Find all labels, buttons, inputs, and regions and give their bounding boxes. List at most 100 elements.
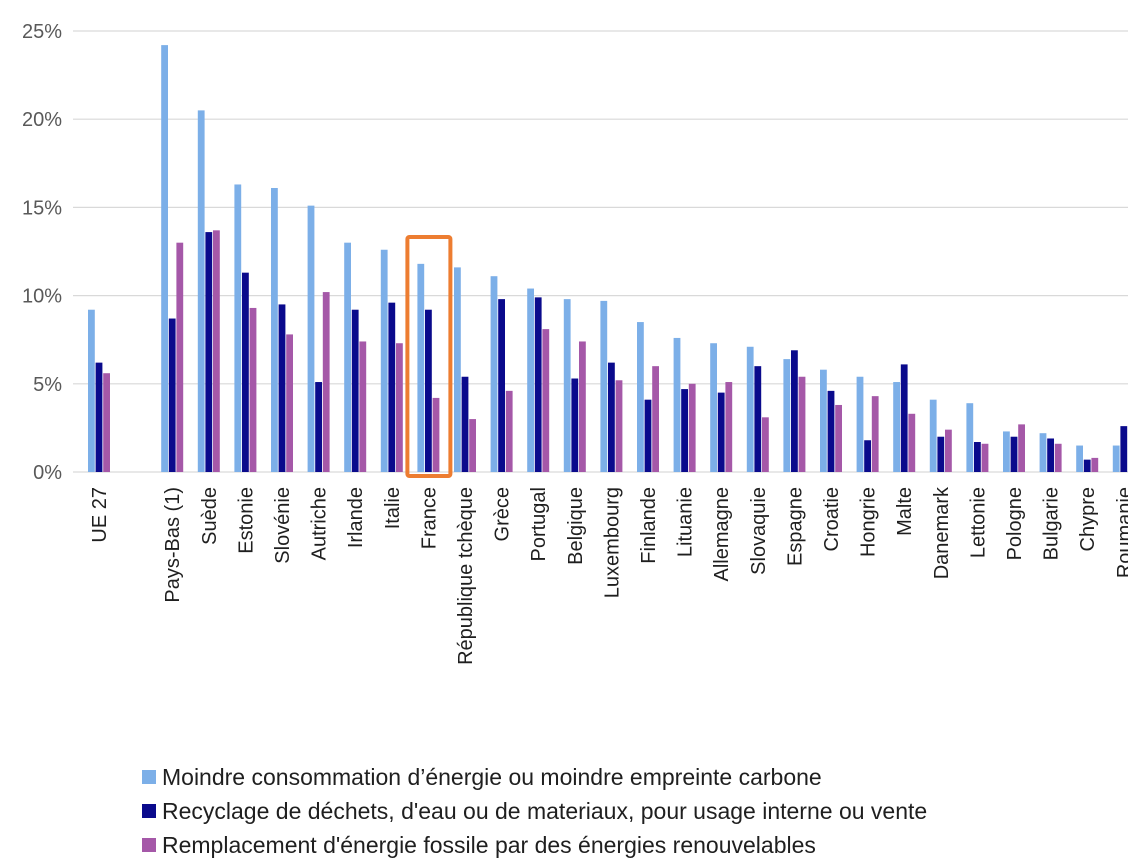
bar [234,184,242,472]
x-tick-label: Lituanie [675,487,697,557]
bar [1047,438,1054,472]
bar [717,392,725,472]
bar [1076,445,1083,472]
x-tick-label: Portugal [528,487,550,562]
bar [893,382,900,472]
bar [307,205,315,473]
bar [820,369,827,472]
bar [1112,445,1120,472]
x-tick-label: Allemagne [711,487,733,582]
bar [673,337,681,472]
bar [527,288,534,472]
legend-item: Moindre consommation d’énergie ou moindr… [142,760,927,794]
bar [95,362,103,472]
y-tick-label: 0% [33,462,62,484]
bar [762,417,769,472]
legend-label: Recyclage de déchets, d'eau ou de materi… [162,797,928,824]
bar [600,300,608,472]
bar [937,436,945,472]
bar [827,390,835,472]
x-tick-label: République tchèque [455,487,477,665]
x-tick-label: Autriche [309,487,331,560]
x-tick-label: Suède [199,487,221,545]
bar [563,299,571,472]
bar [608,362,615,472]
x-tick-label: Estonie [235,487,257,554]
x-tick-label: France [418,487,440,549]
bar [197,110,205,472]
x-tick-label: Malte [894,487,916,536]
x-tick-label: Hongrie [858,487,880,557]
legend-swatch [142,838,156,852]
bar [490,276,498,472]
x-tick-label: Grèce [492,487,514,541]
y-tick-label: 20% [22,109,62,131]
bar [746,346,754,472]
bar [637,322,644,472]
bar [432,397,440,472]
legend-label: Remplacement d'énergie fossile par des é… [162,831,816,858]
bar [615,380,623,472]
gridlines [73,30,1128,473]
france-highlight-box [405,235,453,478]
bar [754,366,762,472]
x-tick-label: Bulgarie [1041,487,1063,560]
bar [725,382,733,472]
bar [783,359,791,472]
legend-item: Remplacement d'énergie fossile par des é… [142,828,927,862]
x-tick-label: Slovénie [272,487,294,564]
legend-item: Recyclage de déchets, d'eau ou de materi… [142,794,927,828]
bar [161,45,168,472]
x-tick-label: Croatie [821,487,843,551]
bar [351,309,359,472]
x-tick-label: Italie [382,487,404,529]
legend-swatch [142,770,156,784]
bar [454,267,461,472]
legend-label: Moindre consommation d’énergie ou moindr… [162,763,822,790]
x-tick-label: Danemark [931,486,953,579]
bar [1039,433,1047,472]
highlight-box [405,235,453,478]
x-tick-label: UE 27 [89,487,111,543]
y-tick-label: 15% [22,197,62,219]
bar [205,232,213,472]
bar [856,376,864,472]
x-tick-label: Irlande [345,487,367,548]
y-axis-ticks: 0% 5% 10% 15% 20% 25% [22,21,62,484]
x-tick-label: Chypre [1077,487,1099,551]
bar [396,343,403,472]
bar [542,329,550,472]
bar [380,249,388,472]
bar [1091,457,1099,472]
bar [425,309,432,472]
bar [1120,426,1128,472]
bar [644,399,652,472]
bar [103,373,110,472]
bar [469,419,476,472]
x-tick-label: Slovaquie [748,487,770,575]
bar [1054,443,1062,472]
bar [571,378,579,472]
bars [88,45,1128,473]
bar [249,307,257,472]
bar [974,442,981,472]
bar [579,341,586,472]
bar [213,230,220,472]
bar [681,389,688,472]
bar [1083,459,1091,472]
x-axis-labels: UE 27 Pays-Bas (1) Suède Estonie Slovénie Aut… [89,486,1128,665]
x-tick-label: Finlande [638,487,660,564]
bar [534,297,542,472]
bar [981,443,989,472]
y-tick-label: 10% [22,286,62,308]
bar [798,376,806,472]
bar [271,187,278,472]
bar [908,413,916,472]
bar [505,390,513,472]
bar [900,364,908,472]
bar [871,396,879,472]
bar [1018,424,1025,472]
legend-swatch [142,804,156,818]
bar [88,309,95,472]
